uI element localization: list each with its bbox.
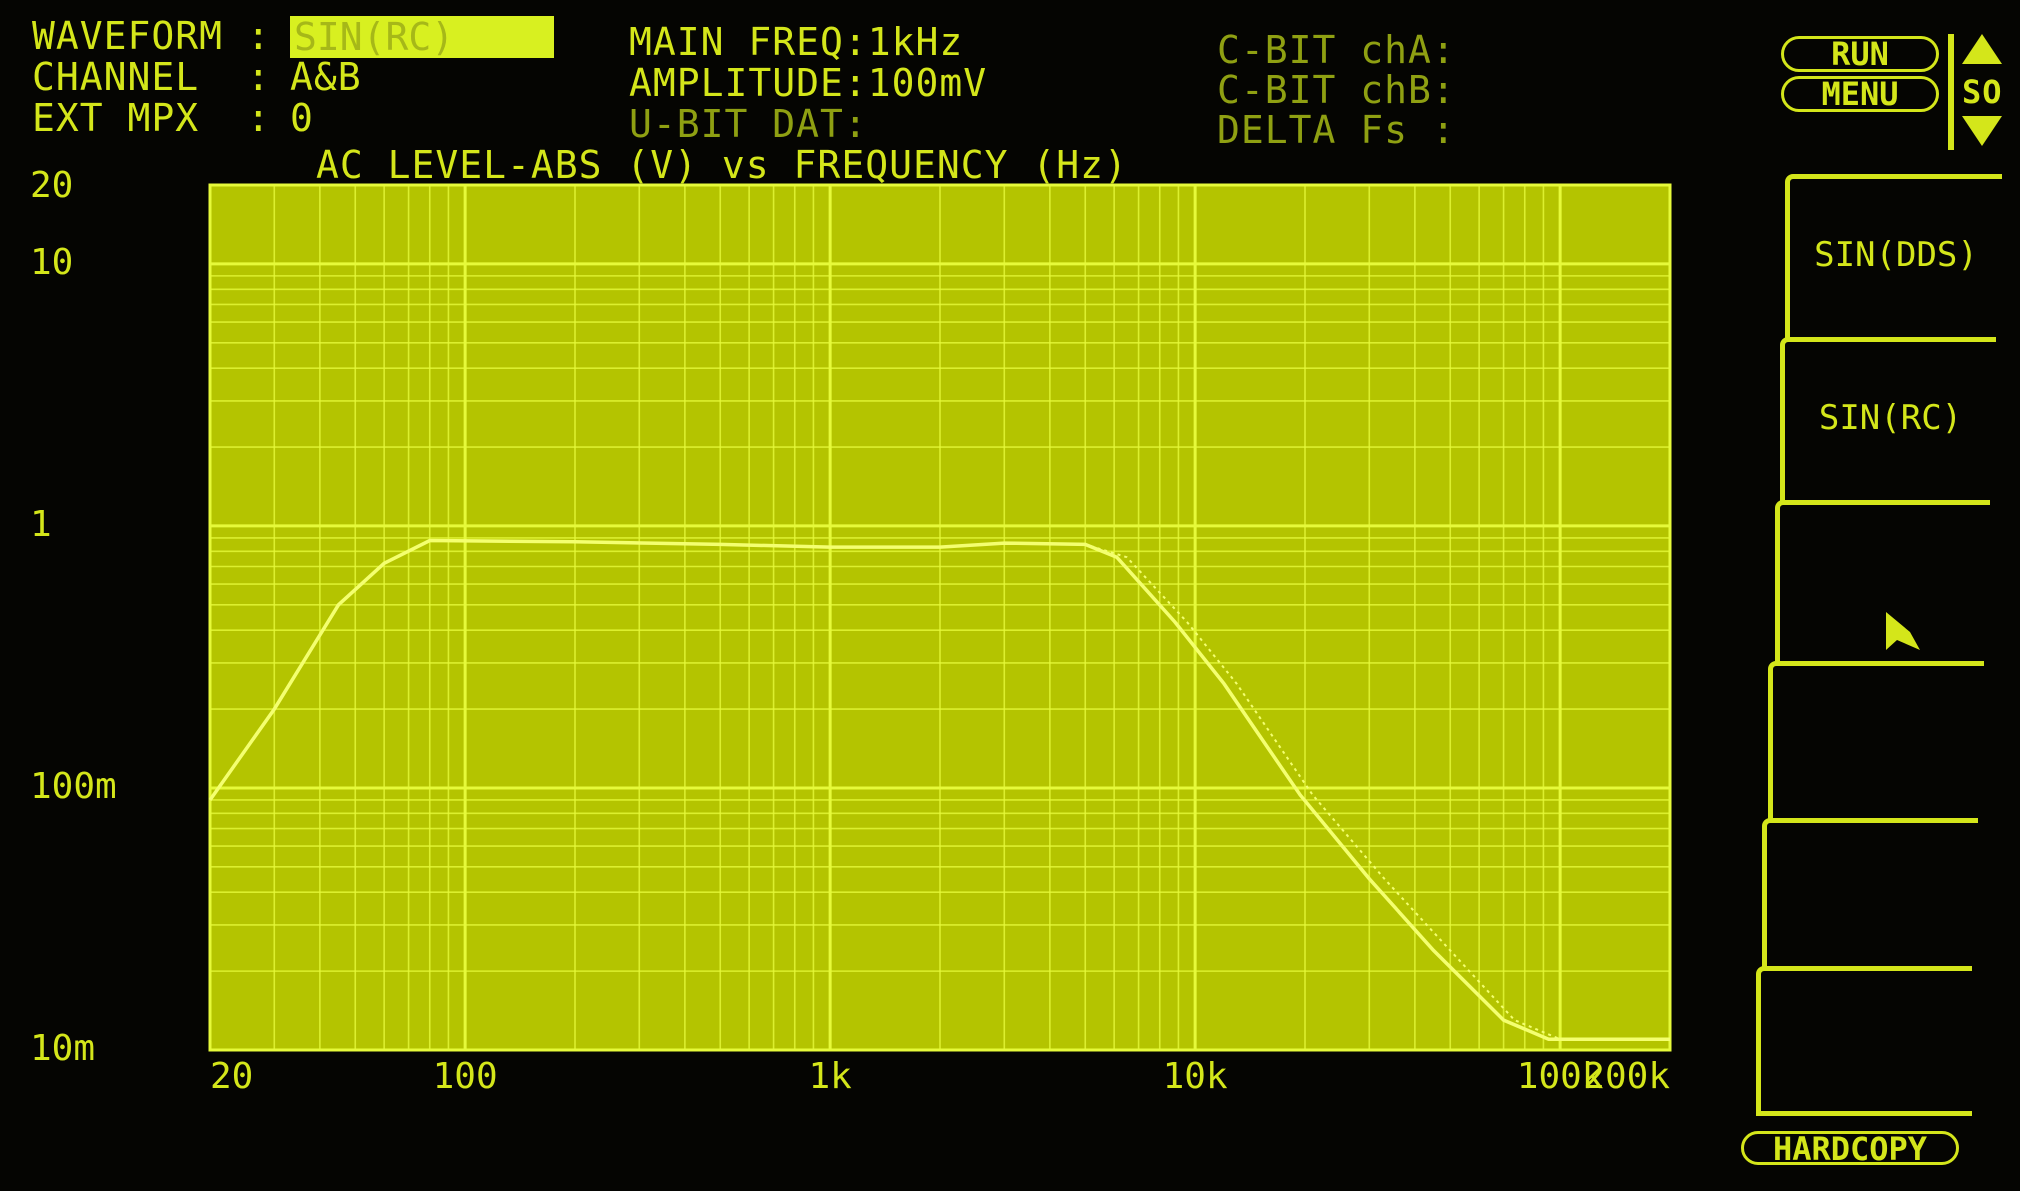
waveform-label: WAVEFORM :	[32, 14, 271, 58]
menu-item-label: SIN(DDS)	[1814, 234, 1978, 275]
plot-frame	[208, 183, 1672, 1052]
cbit-chb: C-BIT chB:	[1217, 68, 1456, 112]
hardcopy-label: HARDCOPY	[1772, 1130, 1928, 1168]
x-tick-label: 10k	[1163, 1056, 1228, 1097]
amplitude: AMPLITUDE:100mV	[629, 61, 988, 105]
y-tick-label: 10	[30, 242, 73, 283]
menu-item-1[interactable]: SIN(DDS)	[1785, 174, 2002, 338]
menu-item-5[interactable]	[1762, 818, 1978, 967]
delta-fs: DELTA Fs :	[1217, 108, 1456, 152]
channel-label: CHANNEL :	[32, 55, 271, 99]
main-freq: MAIN FREQ:1kHz	[629, 20, 964, 64]
channel-value: A&B	[290, 55, 362, 99]
chart-title: AC LEVEL-ABS (V) vs FREQUENCY (Hz)	[316, 143, 1128, 187]
menu-item-3[interactable]	[1775, 500, 1990, 662]
ubit-dat: U-BIT DAT:	[629, 102, 868, 146]
hardcopy-button[interactable]: HARDCOPY	[1741, 1131, 1959, 1165]
y-tick-label: 20	[30, 165, 73, 206]
menu-item-4[interactable]	[1768, 661, 1984, 819]
y-tick-label: 100m	[30, 766, 117, 807]
series-line-2	[209, 539, 1670, 1041]
ext-mpx-label: EXT MPX :	[32, 96, 271, 140]
y-tick-label: 10m	[30, 1028, 95, 1069]
waveform-value: SIN(RC)	[294, 15, 455, 59]
menu-button[interactable]: MENU	[1781, 76, 1939, 112]
y-tick-label: 1	[30, 504, 52, 545]
menu-label: MENU	[1821, 75, 1899, 113]
waveform-value-highlight[interactable]: SIN(RC)	[290, 16, 554, 58]
menu-item-label: SIN(RC)	[1818, 397, 1963, 438]
scroll-label: SO	[1962, 73, 2003, 111]
x-tick-label: 200k	[1583, 1056, 1670, 1097]
cbit-cha: C-BIT chA:	[1217, 28, 1456, 72]
run-button[interactable]: RUN	[1781, 36, 1939, 72]
scroll-up-icon[interactable]	[1962, 34, 2002, 64]
x-tick-label: 100	[433, 1056, 498, 1097]
run-label: RUN	[1831, 35, 1889, 73]
menu-item-6[interactable]	[1756, 966, 1972, 1116]
divider	[1948, 34, 1954, 150]
scroll-down-icon[interactable]	[1962, 116, 2002, 146]
menu-item-2[interactable]: SIN(RC)	[1780, 337, 1996, 501]
ext-mpx-value: 0	[290, 96, 314, 140]
x-tick-label: 20	[210, 1056, 253, 1097]
x-tick-label: 1k	[808, 1056, 852, 1097]
x-tick-label: 100k	[1517, 1056, 1604, 1097]
